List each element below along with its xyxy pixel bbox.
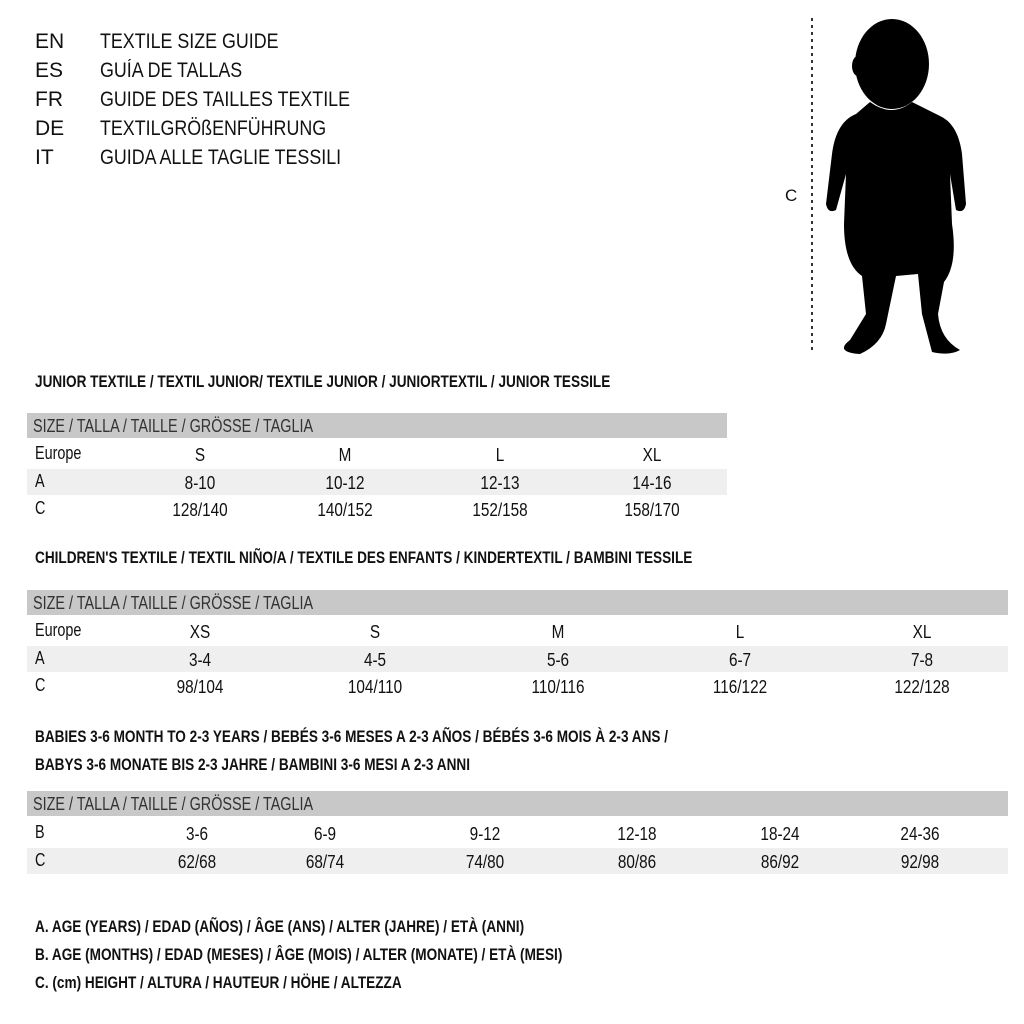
table-cell: 8-10 — [184, 472, 216, 493]
table-cell: L — [735, 622, 745, 642]
table-cell: 122/128 — [894, 677, 950, 697]
table-cell: 14-16 — [632, 472, 672, 493]
table-cell: 74/80 — [465, 851, 505, 872]
table-cell: 12-18 — [617, 824, 657, 844]
table-cell: 92/98 — [900, 851, 940, 872]
lang-code: ES — [35, 59, 64, 82]
table-cell: 80/86 — [617, 851, 657, 872]
table-cell: 62/68 — [177, 851, 217, 872]
table-cell: 5-6 — [546, 649, 570, 670]
table-cell: 12-13 — [480, 472, 520, 493]
table-cell: 9-12 — [469, 824, 501, 844]
row-label: A — [35, 470, 45, 491]
table-row: A 3-4 4-5 5-6 6-7 7-8 — [27, 645, 1008, 672]
table-cell: L — [495, 445, 505, 465]
table-cell: 68/74 — [305, 851, 345, 872]
guide-title: GUÍA DE TALLAS — [100, 59, 243, 82]
row-label: C — [35, 498, 46, 518]
size-header-label: SIZE / TALLA / TAILLE / GRÖSSE / TAGLIA — [33, 593, 314, 613]
row-label: A — [35, 647, 45, 668]
row-label: Europe — [35, 620, 82, 640]
guide-title: TEXTILE SIZE GUIDE — [100, 30, 279, 53]
row-label: Europe — [35, 443, 82, 463]
table-cell: 110/116 — [531, 677, 585, 697]
junior-section-title: JUNIOR TEXTILE / TEXTIL JUNIOR/ TEXTILE … — [35, 372, 611, 391]
child-silhouette-icon — [811, 18, 966, 354]
table-row: Europe S M L XL — [27, 441, 727, 467]
children-section-title: CHILDREN'S TEXTILE / TEXTIL NIÑO/A / TEX… — [35, 548, 693, 567]
lang-code: IT — [35, 146, 54, 169]
table-cell: 3-6 — [185, 824, 209, 844]
table-cell: 128/140 — [172, 500, 228, 520]
legend-a: A. AGE (YEARS) / EDAD (AÑOS) / ÂGE (ANS)… — [35, 917, 525, 936]
table-cell: 98/104 — [176, 677, 224, 697]
measure-label: C — [785, 186, 798, 205]
guide-title: GUIDE DES TAILLES TEXTILE — [100, 88, 350, 111]
row-label: C — [35, 675, 46, 695]
guide-title: TEXTILGRÖßENFÜHRUNG — [100, 117, 327, 140]
table-cell: S — [369, 622, 381, 642]
table-cell: 18-24 — [760, 824, 800, 844]
size-header-label: SIZE / TALLA / TAILLE / GRÖSSE / TAGLIA — [33, 416, 314, 436]
children-size-header: SIZE / TALLA / TAILLE / GRÖSSE / TAGLIA — [27, 590, 1008, 615]
table-cell: M — [551, 622, 565, 642]
babies-section-title-line2: BABYS 3-6 MONATE BIS 2-3 JAHRE / BAMBINI… — [35, 755, 471, 774]
table-cell: 7-8 — [910, 649, 934, 670]
table-cell: 6-9 — [313, 824, 337, 844]
table-cell: 3-4 — [188, 649, 212, 670]
table-cell: XL — [912, 622, 932, 642]
legend-b: B. AGE (MONTHS) / EDAD (MESES) / ÂGE (MO… — [35, 945, 563, 964]
table-cell: 116/122 — [712, 677, 768, 697]
table-row: C 98/104 104/110 110/116 116/122 122/128 — [27, 673, 1008, 699]
table-row: C 128/140 140/152 152/158 158/170 — [27, 496, 727, 522]
lang-code: EN — [35, 30, 65, 53]
table-cell: 4-5 — [363, 649, 387, 670]
table-row: B 3-6 6-9 9-12 12-18 18-24 24-36 — [27, 820, 1008, 846]
legend-c: C. (cm) HEIGHT / ALTURA / HAUTEUR / HÖHE… — [35, 973, 402, 992]
guide-title: GUIDA ALLE TAGLIE TESSILI — [100, 146, 342, 169]
size-header-label: SIZE / TALLA / TAILLE / GRÖSSE / TAGLIA — [33, 794, 314, 814]
babies-section-title-line1: BABIES 3-6 MONTH TO 2-3 YEARS / BEBÉS 3-… — [35, 727, 669, 746]
table-cell: 158/170 — [624, 500, 680, 520]
table-row: Europe XS S M L XL — [27, 618, 1008, 644]
row-label: B — [35, 822, 45, 842]
table-cell: 10-12 — [325, 472, 365, 493]
table-row: A 8-10 10-12 12-13 14-16 — [27, 468, 727, 495]
lang-code: FR — [35, 88, 63, 111]
table-cell: XS — [189, 622, 211, 642]
table-cell: S — [194, 445, 206, 465]
table-cell: M — [338, 445, 352, 465]
table-cell: 152/158 — [472, 500, 528, 520]
lang-code: DE — [35, 117, 65, 140]
junior-size-header: SIZE / TALLA / TAILLE / GRÖSSE / TAGLIA — [27, 413, 727, 438]
table-cell: 104/110 — [347, 677, 403, 697]
babies-size-header: SIZE / TALLA / TAILLE / GRÖSSE / TAGLIA — [27, 791, 1008, 816]
row-label: C — [35, 849, 46, 870]
table-cell: 86/92 — [760, 851, 800, 872]
table-cell: XL — [642, 445, 662, 465]
table-cell: 24-36 — [900, 824, 940, 844]
table-cell: 6-7 — [728, 649, 752, 670]
table-row: C 62/68 68/74 74/80 80/86 86/92 92/98 — [27, 847, 1008, 874]
table-cell: 140/152 — [317, 500, 373, 520]
